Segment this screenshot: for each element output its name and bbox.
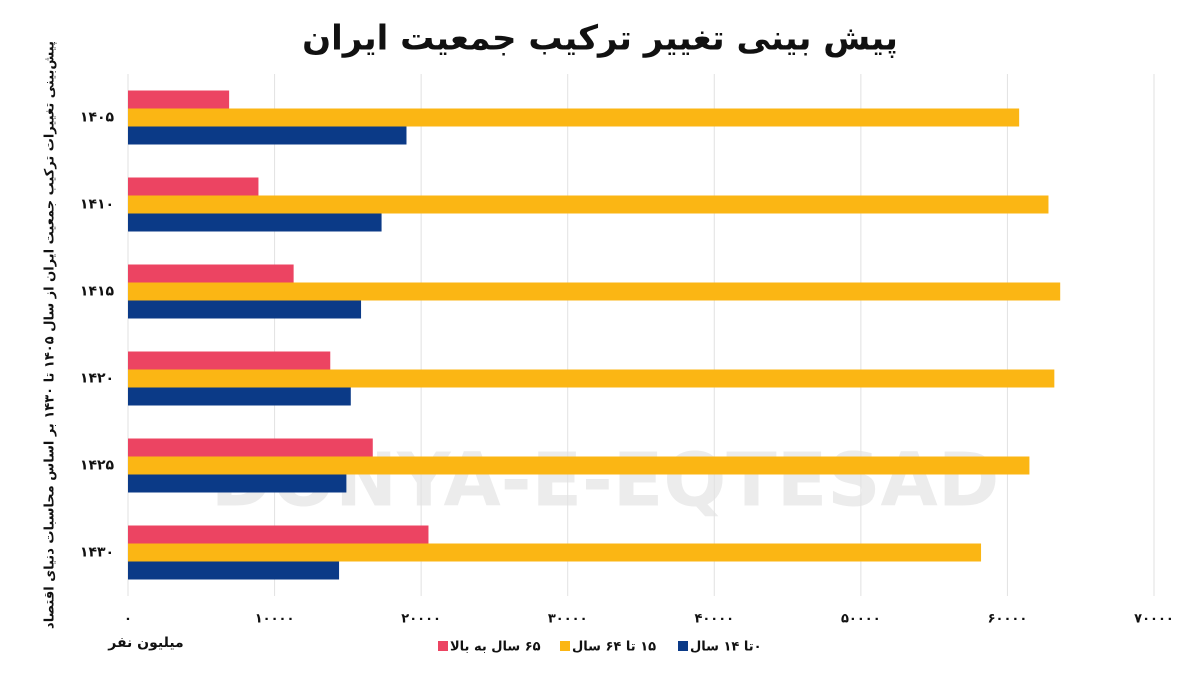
bar [128,264,294,283]
legend-label: ۶۵ سال به بالا [450,640,541,655]
x-tick-label: ۳۰۰۰۰ [548,612,588,627]
legend-swatch [438,641,448,651]
legend-swatch [678,641,688,651]
bar [128,195,1049,214]
x-axis-label: میلیون نفر [107,635,183,651]
bar [128,369,1055,388]
bar [128,213,382,232]
bar [128,90,230,109]
x-tick-label: ۵۰۰۰۰ [841,612,881,627]
bar [128,525,429,544]
y-tick-label: ۱۴۱۵ [80,284,115,300]
y-axis-label: پیش‌بینی تغییرات ترکیب جمعیت ایران از سا… [43,41,58,629]
y-tick-label: ۱۴۰۵ [80,110,115,126]
x-tick-label: ۶۰۰۰۰ [988,612,1028,627]
bar [128,177,259,196]
legend-label: ۰تا ۱۴ سال [690,640,762,655]
bar [128,300,362,319]
bar [128,438,373,457]
x-tick-label: ۴۰۰۰۰ [694,612,734,627]
bar [128,108,1020,127]
chart-title: پیش بینی تغییر ترکیب جمعیت ایران [302,19,898,59]
y-tick-label: ۱۴۲۵ [80,458,115,474]
x-tick-label: ۱۰۰۰۰ [255,612,295,627]
x-tick-label: ۰ [124,612,132,627]
bar [128,282,1061,301]
bar [128,351,331,370]
legend-label: ۱۵ تا ۶۴ سال [572,640,656,655]
y-tick-label: ۱۴۲۰ [80,371,114,387]
legend-swatch [560,641,570,651]
x-tick-label: ۷۰۰۰۰ [1134,612,1174,627]
y-tick-label: ۱۴۳۰ [80,545,114,561]
x-tick-label: ۲۰۰۰۰ [401,612,441,627]
y-tick-label: ۱۴۱۰ [80,197,114,213]
bar [128,387,351,406]
bar [128,456,1030,475]
bar [128,561,340,580]
bar [128,543,982,562]
bar [128,126,407,145]
bar [128,474,347,493]
